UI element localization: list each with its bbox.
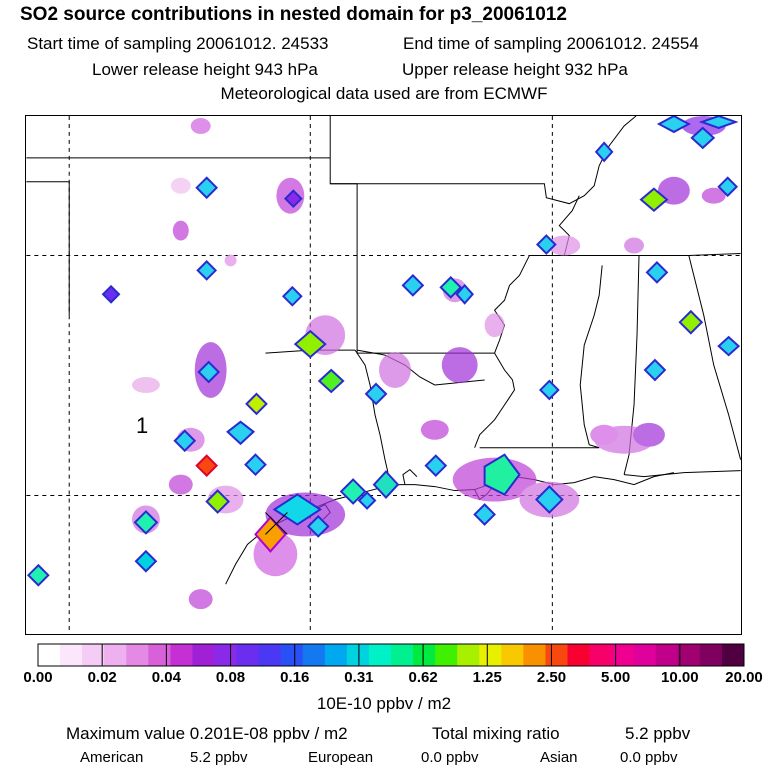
- scale-color-cell: [435, 644, 458, 666]
- scale-tick-label: 0.31: [344, 669, 374, 686]
- lower-release-label: Lower release height 943 hPa: [92, 60, 318, 79]
- scale-tick-label: 20.00: [725, 669, 763, 686]
- scale-color-cell: [479, 644, 502, 666]
- scale-color-cell: [170, 644, 193, 666]
- total-mixing-value: 5.2 ppbv: [625, 724, 691, 743]
- scale-color-cell: [457, 644, 480, 666]
- graticule: [26, 116, 741, 634]
- scale-color-cell: [589, 644, 613, 666]
- source-american-name: American: [80, 749, 144, 766]
- scale-color-cell: [655, 644, 679, 666]
- scale-color-cell: [82, 644, 105, 666]
- scale-color-cell: [258, 644, 282, 666]
- source-american-value: 5.2 ppbv: [190, 749, 248, 766]
- scale-color-cell: [523, 644, 546, 666]
- scale-color-cell: [611, 644, 635, 666]
- scale-tick-label: 0.04: [151, 669, 181, 686]
- source-asian-value: 0.0 ppbv: [620, 749, 678, 766]
- total-mixing-label: Total mixing ratio: [432, 724, 560, 743]
- color-scale-bar: [37, 643, 745, 667]
- scale-tick-label: 0.02: [87, 669, 117, 686]
- scale-color-cell: [633, 644, 657, 666]
- scale-tick-label: 0.08: [215, 669, 246, 686]
- scale-tick-label: 0.00: [23, 669, 53, 686]
- scale-color-cell: [699, 644, 723, 666]
- map-label-1: 1: [136, 413, 148, 438]
- scale-color-cell: [413, 644, 436, 666]
- scale-border: [37, 643, 745, 667]
- scale-color-cell: [545, 644, 568, 666]
- scale-unit-label: 10E-10 ppbv / m2: [316, 694, 452, 713]
- scale-color-cell: [677, 644, 701, 666]
- plot-title: SO2 source contributions in nested domai…: [20, 4, 567, 25]
- emission-sources: [26, 116, 741, 587]
- scale-color-cell: [721, 644, 745, 666]
- scale-tick-label: 0.62: [408, 669, 438, 686]
- scale-color-cell: [391, 644, 414, 666]
- met-data-label: Meteorological data used are from ECMWF: [220, 84, 548, 103]
- scale-color-cell: [324, 644, 348, 666]
- scale-color-cell: [280, 644, 304, 666]
- scale-color-cell: [567, 644, 591, 666]
- scale-color-cell: [346, 644, 370, 666]
- upper-release-label: Upper release height 932 hPa: [402, 60, 628, 79]
- state-boundaries: [26, 116, 741, 478]
- source-european-name: European: [308, 749, 374, 766]
- start-time-label: Start time of sampling 20061012. 24533: [27, 34, 329, 53]
- scale-color-cell: [302, 644, 326, 666]
- scale-color-cell: [236, 644, 260, 666]
- scale-tick-label: 0.16: [280, 669, 310, 686]
- scale-tick-label: 10.00: [661, 669, 699, 686]
- scale-color-cell: [501, 644, 524, 666]
- scale-color-cell: [60, 644, 83, 666]
- scale-tick-label: 1.25: [472, 669, 502, 686]
- scale-color-cell: [126, 644, 149, 666]
- scale-color-cell: [104, 644, 127, 666]
- end-time-label: End time of sampling 20061012. 24554: [403, 34, 699, 53]
- source-european-value: 0.0 ppbv: [421, 749, 479, 766]
- scale-tick-label: 5.00: [601, 669, 631, 686]
- receptor-marker: [265, 512, 288, 535]
- source-asian-name: Asian: [540, 749, 578, 766]
- concentration-map: 1: [25, 115, 742, 635]
- scale-color-cell: [38, 644, 61, 666]
- scale-color-cell: [148, 644, 171, 666]
- scale-color-cell: [368, 644, 392, 666]
- scale-color-cell: [192, 644, 215, 666]
- scale-color-cell: [214, 644, 238, 666]
- scale-tick-label: 2.50: [536, 669, 567, 686]
- max-value-label: Maximum value 0.201E-08 ppbv / m2: [66, 724, 348, 743]
